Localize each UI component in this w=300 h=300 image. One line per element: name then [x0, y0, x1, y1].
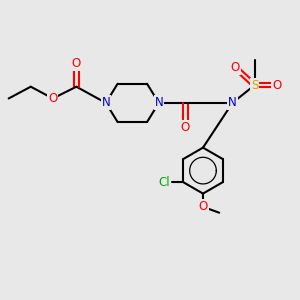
Text: O: O [181, 122, 190, 134]
Text: N: N [101, 96, 110, 110]
Text: N: N [228, 96, 237, 110]
Text: N: N [154, 96, 163, 110]
Text: Cl: Cl [158, 176, 170, 189]
Text: O: O [231, 61, 240, 74]
Text: S: S [251, 79, 258, 92]
Text: O: O [272, 79, 281, 92]
Text: O: O [48, 92, 58, 105]
Text: O: O [198, 200, 208, 213]
Text: O: O [72, 57, 81, 70]
